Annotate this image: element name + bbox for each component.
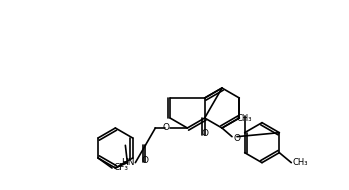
Text: O: O	[201, 129, 208, 138]
Text: O: O	[234, 134, 241, 143]
Text: CF₃: CF₃	[113, 164, 128, 173]
Text: CH₃: CH₃	[237, 114, 252, 123]
Text: O: O	[162, 124, 169, 132]
Text: CH₃: CH₃	[292, 158, 308, 167]
Text: HN: HN	[121, 158, 134, 167]
Text: O: O	[142, 156, 149, 165]
